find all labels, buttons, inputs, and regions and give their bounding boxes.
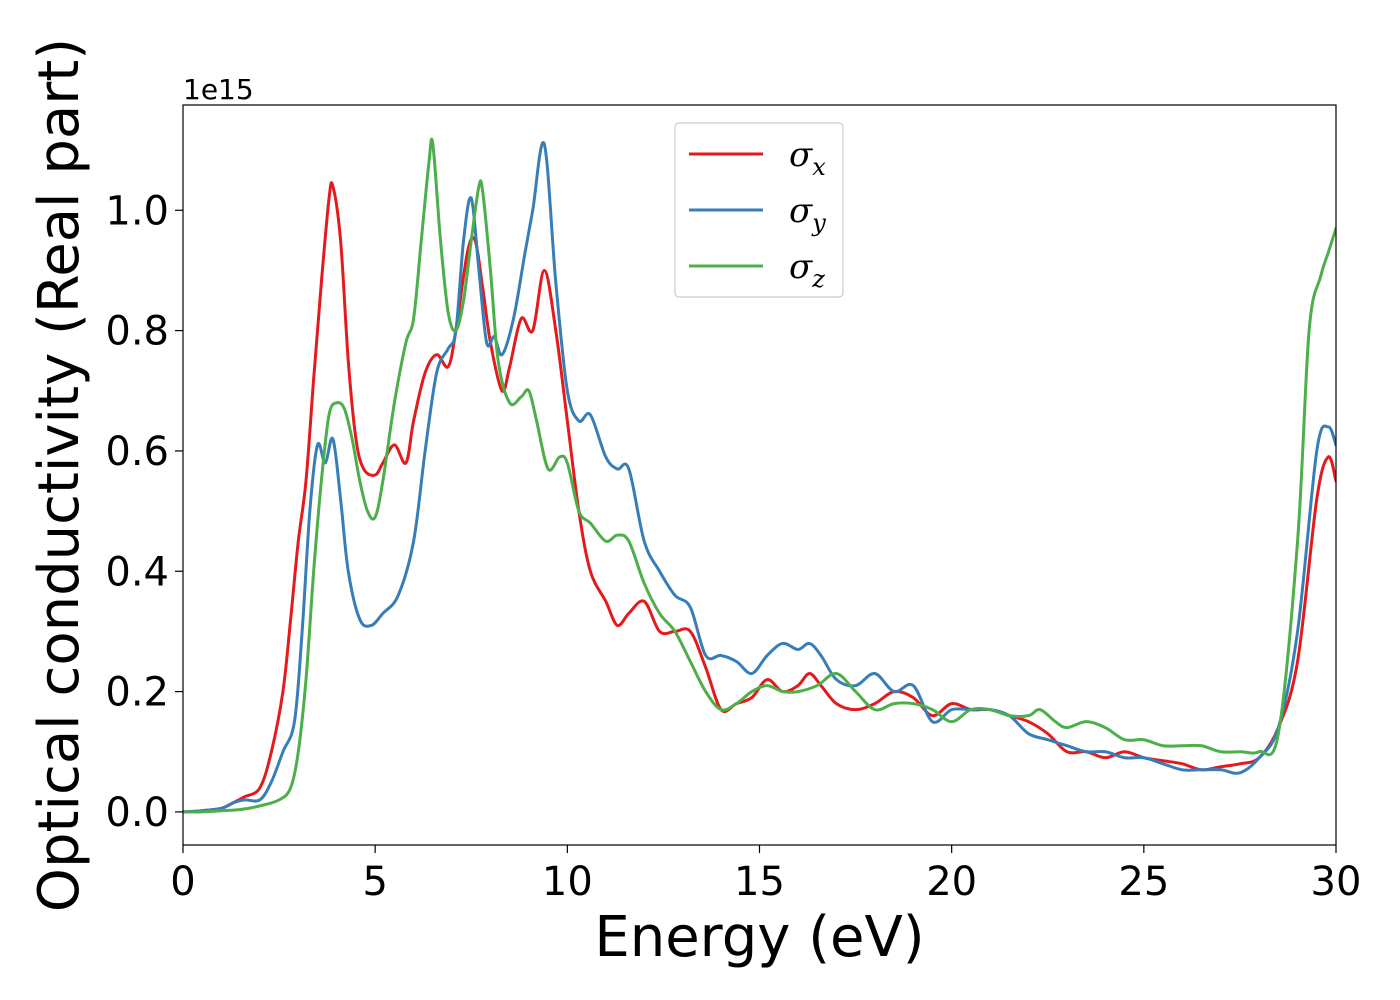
- y-offset-label: 1e15: [183, 73, 254, 106]
- x-tick-label: 25: [1118, 859, 1169, 905]
- legend: σx σy σz: [674, 122, 844, 298]
- x-tick-label: 10: [542, 859, 593, 905]
- series-line-z: [183, 137, 1336, 814]
- x-tick-label: 30: [1311, 859, 1362, 905]
- y-tick-label: 0.6: [105, 429, 169, 475]
- series-line-y: [183, 141, 1336, 814]
- x-tick-label: 5: [362, 859, 387, 905]
- legend-label-z: σz: [789, 247, 825, 293]
- legend-label-x: σx: [789, 135, 826, 181]
- y-tick-label: 0.0: [105, 790, 169, 836]
- y-tick-label: 1.0: [105, 188, 169, 234]
- y-tick-label: 0.2: [105, 670, 169, 716]
- legend-label-y: σy: [789, 191, 826, 237]
- axis-ticks: 0 5 10 15 20 25 30 0.0 0.2 0.4 0.6 0.8 1.0: [105, 188, 1361, 905]
- x-tick-label: 15: [734, 859, 785, 905]
- y-axis-label: Optical conductivity (Real part): [27, 38, 92, 912]
- x-tick-label: 20: [926, 859, 977, 905]
- series-lines: [183, 137, 1336, 814]
- y-tick-label: 0.8: [105, 309, 169, 355]
- x-tick-label: 0: [170, 859, 195, 905]
- x-axis-label: Energy (eV): [594, 905, 924, 970]
- y-tick-label: 0.4: [105, 549, 169, 595]
